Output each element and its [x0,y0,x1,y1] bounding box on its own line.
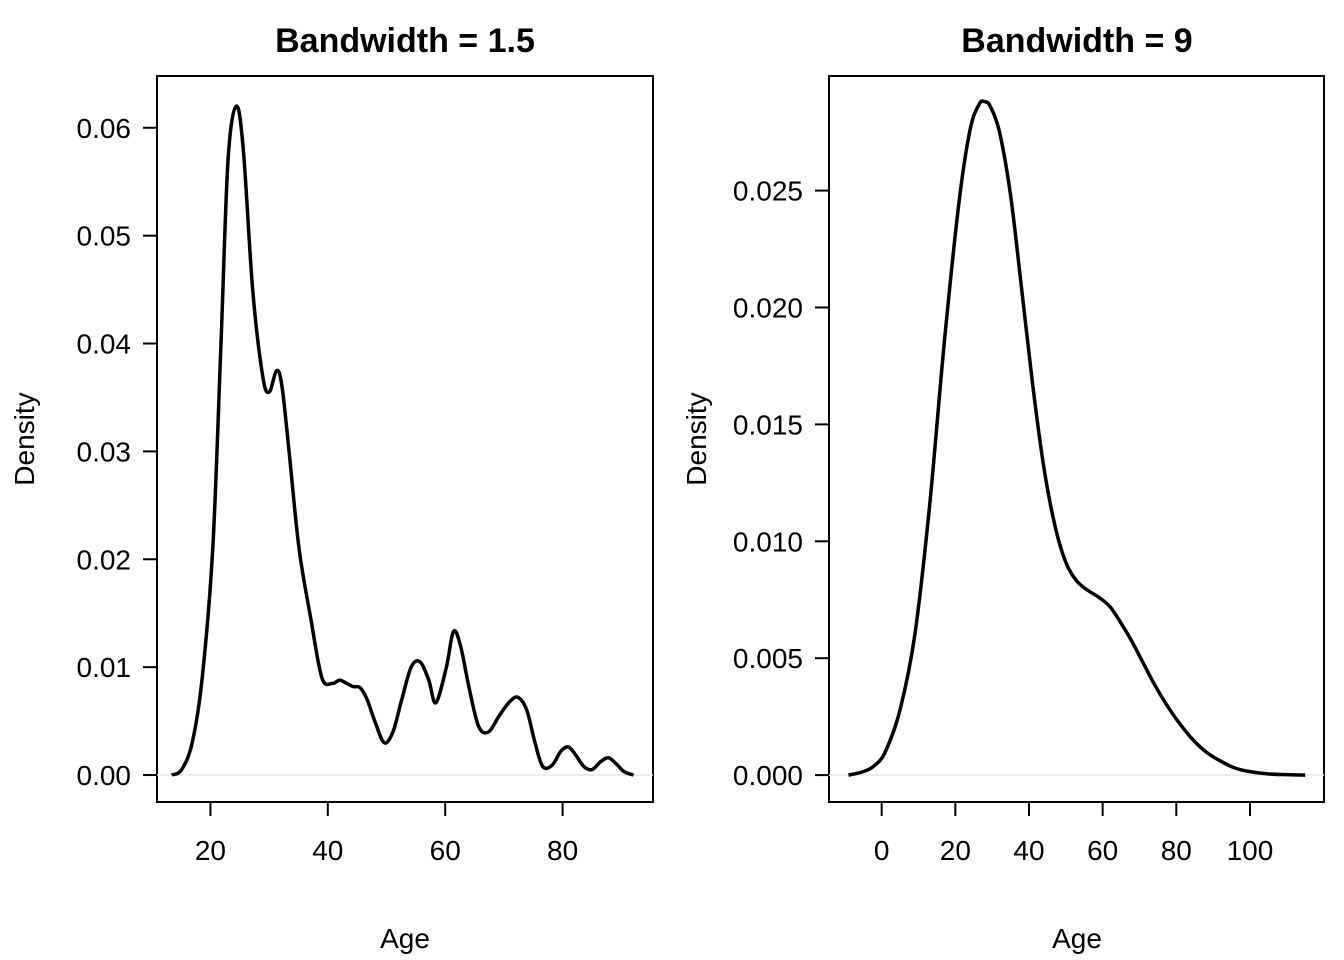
plot-frame [828,75,1325,803]
y-tick-label: 0.025 [733,176,803,207]
x-tick-label: 20 [940,835,971,866]
y-axis: 0.00 0.01 0.02 0.03 0.04 0.05 0.06 [77,113,157,791]
x-tick-label: 100 [1227,835,1274,866]
y-tick-label: 0.000 [733,760,803,791]
density-curve [848,99,1306,777]
y-tick-label: 0.02 [77,544,132,575]
x-axis-label: Age [1052,923,1102,954]
y-tick-label: 0.010 [733,526,803,557]
chart-title: Bandwidth = 1.5 [275,22,535,60]
y-tick-label: 0.06 [77,113,132,144]
y-axis-label: Density [9,392,40,485]
x-axis: 0 20 40 60 80 100 [874,802,1273,866]
x-tick-label: 80 [547,835,578,866]
y-tick-label: 0.005 [733,643,803,674]
x-tick-label: 60 [430,835,461,866]
x-tick-label: 20 [195,835,226,866]
x-tick-label: 80 [1161,835,1192,866]
y-tick-label: 0.00 [77,760,132,791]
x-tick-label: 40 [1013,835,1044,866]
y-tick-label: 0.020 [733,292,803,323]
density-panel-left: Bandwidth = 1.5 20 40 60 80 0.000.010.020.0… [9,22,654,954]
density-panel-right: Bandwidth = 9 0 20 40 60 80 100 0.0000.0050.0… [681,22,1325,954]
y-axis: 0.000 0.005 0.010 0.015 0.020 0.025 [733,176,829,791]
plot-frame [156,75,654,803]
x-tick-label: 0 [874,835,890,866]
density-curve [170,104,635,777]
x-tick-label: 60 [1087,835,1118,866]
y-tick-label: 0.03 [77,436,132,467]
x-axis: 20 40 60 80 [195,802,578,866]
x-tick-label: 40 [312,835,343,866]
y-tick-label: 0.015 [733,409,803,440]
y-tick-label: 0.05 [77,221,132,252]
y-tick-label: 0.01 [77,652,132,683]
y-tick-label: 0.04 [77,329,132,360]
x-axis-label: Age [380,923,430,954]
y-axis-label: Density [681,392,712,485]
chart-title: Bandwidth = 9 [961,22,1192,60]
